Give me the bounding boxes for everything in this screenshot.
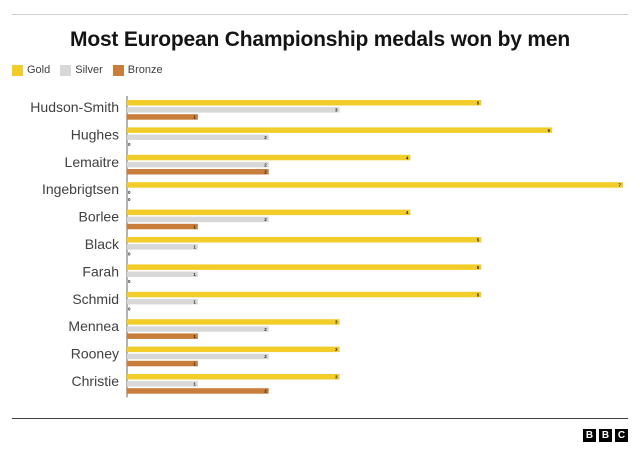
- category-label: Ingebrigtsen: [42, 181, 119, 197]
- data-label-bronze: 2: [264, 170, 267, 175]
- bar-silver: [127, 381, 198, 387]
- legend-item-silver: Silver: [60, 64, 103, 76]
- category-label: Farah: [82, 263, 119, 279]
- bar-bronze: [127, 169, 269, 175]
- data-label-bronze: 0: [128, 252, 131, 257]
- bar-silver: [127, 353, 269, 360]
- data-label-silver: 1: [193, 245, 196, 250]
- bottom-rule: [12, 418, 628, 419]
- bar-silver: [127, 298, 198, 305]
- data-label-bronze: 0: [128, 307, 131, 312]
- bar-gold: [127, 237, 482, 243]
- category-label: Schmid: [72, 291, 119, 307]
- top-rule: [12, 14, 628, 15]
- data-label-gold: 3: [335, 347, 338, 352]
- data-label-bronze: 1: [193, 224, 196, 229]
- bar-silver: [127, 134, 269, 140]
- legend-swatch-silver: [60, 64, 72, 76]
- bar-gold: [127, 319, 340, 325]
- data-label-gold: 5: [477, 292, 480, 297]
- bar-silver: [127, 244, 198, 250]
- category-label: Lemaitre: [65, 154, 120, 170]
- legend-label-gold: Gold: [27, 64, 51, 76]
- legend-item-gold: Gold: [12, 64, 50, 76]
- bar-bronze: [127, 223, 198, 230]
- bar-gold: [127, 127, 553, 133]
- bbc-logo-letter: B: [583, 429, 596, 442]
- legend-label-bronze: Bronze: [127, 64, 163, 76]
- data-label-bronze: 0: [128, 197, 131, 202]
- bar-gold: [127, 346, 340, 353]
- bar-silver: [127, 271, 198, 277]
- bar-silver: [127, 326, 269, 332]
- data-label-gold: 3: [335, 375, 338, 380]
- category-label: Hughes: [71, 126, 119, 142]
- data-label-gold: 5: [477, 101, 480, 106]
- bar-bronze: [127, 333, 198, 339]
- legend-item-bronze: Bronze: [112, 64, 163, 76]
- data-label-gold: 5: [477, 265, 480, 270]
- data-label-silver: 2: [264, 327, 267, 332]
- data-label-bronze: 1: [193, 115, 196, 120]
- category-label: Rooney: [71, 346, 119, 362]
- data-label-silver: 2: [264, 217, 267, 222]
- bar-gold: [127, 100, 482, 106]
- data-label-gold: 4: [406, 210, 409, 215]
- data-label-gold: 5: [477, 238, 480, 243]
- legend-swatch-bronze: [112, 64, 124, 76]
- data-label-silver: 1: [193, 382, 196, 387]
- data-label-gold: 6: [548, 128, 551, 133]
- data-label-bronze: 1: [193, 361, 196, 366]
- data-label-silver: 2: [264, 135, 267, 140]
- bar-gold: [127, 182, 623, 188]
- bar-gold: [127, 374, 340, 380]
- data-label-bronze: 2: [264, 389, 267, 394]
- data-label-silver: 1: [193, 272, 196, 277]
- data-label-silver: 2: [264, 162, 267, 167]
- bbc-logo: B B C: [583, 429, 628, 442]
- bar-gold: [127, 209, 411, 216]
- category-label: Christie: [72, 373, 120, 389]
- data-label-gold: 4: [406, 155, 409, 160]
- bbc-logo-letter: B: [599, 429, 612, 442]
- bar-gold: [127, 264, 482, 270]
- data-label-silver: 2: [264, 354, 267, 359]
- bar-gold: [127, 154, 411, 161]
- bar-silver: [127, 107, 340, 113]
- bar-silver: [127, 161, 269, 168]
- legend: Gold Silver Bronze: [12, 64, 173, 76]
- data-label-gold: 7: [618, 183, 621, 188]
- data-label-bronze: 1: [193, 334, 196, 339]
- category-label: Mennea: [68, 318, 119, 334]
- bar-bronze: [127, 388, 269, 394]
- category-label: Borlee: [79, 209, 120, 225]
- data-label-silver: 1: [193, 299, 196, 304]
- bar-bronze: [127, 114, 198, 120]
- data-label-bronze: 0: [128, 142, 131, 147]
- bbc-logo-letter: C: [615, 429, 628, 442]
- bar-silver: [127, 216, 269, 223]
- legend-label-silver: Silver: [75, 64, 103, 76]
- data-label-silver: 0: [128, 190, 131, 195]
- bar-bronze: [127, 360, 198, 367]
- category-label: Black: [85, 236, 120, 252]
- data-label-bronze: 0: [128, 279, 131, 284]
- category-label: Hudson-Smith: [30, 99, 119, 115]
- legend-swatch-gold: [12, 64, 23, 76]
- bar-gold: [127, 291, 482, 298]
- data-label-silver: 3: [335, 108, 338, 113]
- chart-title: Most European Championship medals won by…: [70, 28, 570, 51]
- data-label-gold: 3: [335, 320, 338, 325]
